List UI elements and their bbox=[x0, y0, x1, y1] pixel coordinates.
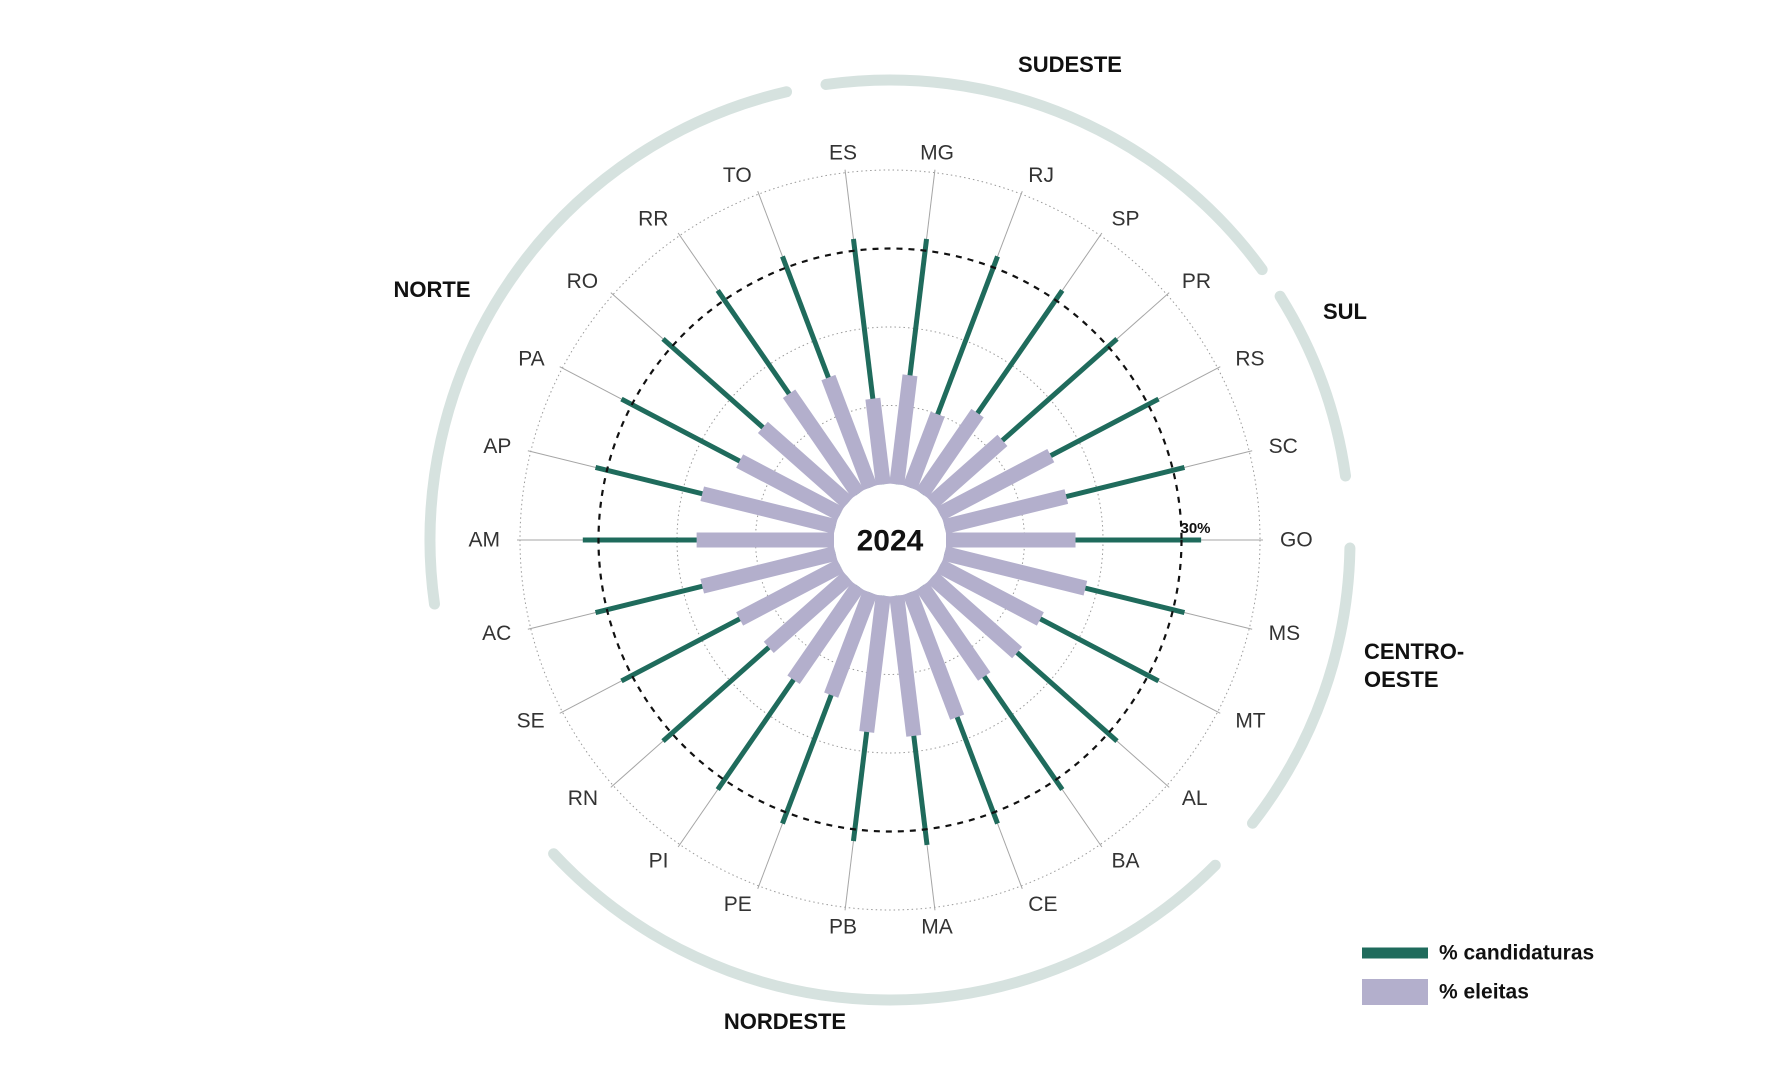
region-label-line: SUDESTE bbox=[1018, 52, 1122, 77]
region-label-line: OESTE bbox=[1364, 667, 1439, 692]
region-arc-sudeste bbox=[820, 74, 1268, 276]
region-label-line: CENTRO- bbox=[1364, 639, 1464, 664]
state-label-al: AL bbox=[1182, 787, 1208, 810]
region-arc-norte bbox=[424, 86, 793, 610]
center-disc bbox=[834, 484, 946, 596]
reference-ring-30 bbox=[597, 247, 1183, 833]
center-year-label: 2024 bbox=[857, 525, 924, 558]
bar-eleitas-ap bbox=[700, 486, 838, 534]
state-label-pa: PA bbox=[518, 347, 544, 370]
bar-eleitas-mt bbox=[936, 559, 1044, 626]
legend-label-eleitas: % eleitas bbox=[1439, 981, 1529, 1004]
bar-eleitas-pa bbox=[736, 454, 844, 521]
state-label-ma: MA bbox=[921, 916, 953, 939]
region-label-line: SUL bbox=[1323, 299, 1367, 324]
bar-eleitas-se bbox=[736, 559, 844, 626]
state-label-ba: BA bbox=[1112, 849, 1140, 872]
state-label-es: ES bbox=[829, 141, 857, 164]
bar-eleitas-ba bbox=[915, 581, 991, 681]
bar-eleitas-rj bbox=[902, 411, 945, 491]
bar-eleitas-ce bbox=[902, 589, 965, 720]
state-label-rj: RJ bbox=[1028, 164, 1054, 187]
region-labels: SUDESTE SUL CENTRO- OESTE NORDESTE NORTE bbox=[394, 52, 1465, 1034]
state-label-sp: SP bbox=[1112, 208, 1140, 231]
bar-eleitas-sp bbox=[915, 408, 984, 499]
region-label-sul: SUL bbox=[1323, 299, 1367, 324]
region-arc-sul bbox=[1274, 290, 1352, 482]
region-label-norte: NORTE bbox=[394, 277, 471, 302]
state-label-am: AM bbox=[469, 529, 501, 552]
state-label-rn: RN bbox=[568, 787, 598, 810]
state-label-go: GO bbox=[1280, 529, 1313, 552]
bar-eleitas-ma bbox=[889, 594, 922, 737]
bar-eleitas-rn bbox=[763, 571, 854, 654]
bar-eleitas-ac bbox=[700, 546, 838, 594]
region-arc-centro-oeste bbox=[1246, 542, 1356, 829]
state-label-rs: RS bbox=[1235, 347, 1264, 370]
legend-swatch-candidaturas bbox=[1362, 947, 1428, 959]
bar-eleitas-pe bbox=[824, 589, 878, 698]
state-label-ms: MS bbox=[1269, 622, 1301, 645]
bar-eleitas-al bbox=[926, 571, 1023, 659]
state-label-ce: CE bbox=[1028, 893, 1057, 916]
legend: % candidaturas % eleitas bbox=[1362, 942, 1594, 1005]
bar-eleitas-pi bbox=[787, 581, 865, 685]
bar-eleitas-ro bbox=[757, 421, 854, 509]
state-label-pe: PE bbox=[724, 893, 752, 916]
state-label-pi: PI bbox=[649, 849, 669, 872]
state-label-ro: RO bbox=[567, 270, 599, 293]
bar-eleitas-ms bbox=[942, 546, 1088, 596]
bar-eleitas-es bbox=[865, 397, 891, 486]
state-label-mt: MT bbox=[1235, 710, 1265, 733]
region-arc-nordeste bbox=[548, 848, 1221, 1006]
state-labels: GO MS MT AL BA CE MA PB PE PI RN SE AC AM AP PA RO RR TO ES… bbox=[469, 141, 1313, 938]
bar-eleitas-rr bbox=[782, 389, 865, 499]
state-label-rr: RR bbox=[638, 208, 668, 231]
state-label-pb: PB bbox=[829, 916, 857, 939]
state-label-se: SE bbox=[517, 710, 545, 733]
bar-eleitas-to bbox=[821, 374, 878, 491]
bar-eleitas-mg bbox=[889, 374, 918, 486]
region-label-centro-oeste: CENTRO- OESTE bbox=[1364, 639, 1464, 692]
state-label-ac: AC bbox=[482, 622, 511, 645]
center-group: 2024 bbox=[834, 484, 946, 596]
state-label-sc: SC bbox=[1269, 435, 1298, 458]
region-label-line: NORTE bbox=[394, 277, 471, 302]
region-arcs bbox=[424, 74, 1356, 1006]
bar-eleitas-pb bbox=[859, 594, 891, 733]
reference-ring bbox=[597, 247, 1183, 833]
reference-value-label: 30% bbox=[1180, 520, 1210, 537]
state-label-mg: MG bbox=[920, 141, 954, 164]
bars bbox=[582, 238, 1202, 846]
bar-eleitas-rs bbox=[936, 448, 1055, 521]
legend-label-candidaturas: % candidaturas bbox=[1439, 942, 1594, 965]
bar-eleitas-pr bbox=[926, 434, 1008, 509]
region-label-sudeste: SUDESTE bbox=[1018, 52, 1122, 77]
region-label-nordeste: NORDESTE bbox=[724, 1009, 846, 1034]
state-label-to: TO bbox=[723, 164, 752, 187]
region-label-line: NORDESTE bbox=[724, 1009, 846, 1034]
state-label-pr: PR bbox=[1182, 270, 1211, 293]
state-label-ap: AP bbox=[483, 435, 511, 458]
bar-eleitas-sc bbox=[942, 489, 1069, 534]
legend-swatch-eleitas bbox=[1362, 979, 1428, 1005]
